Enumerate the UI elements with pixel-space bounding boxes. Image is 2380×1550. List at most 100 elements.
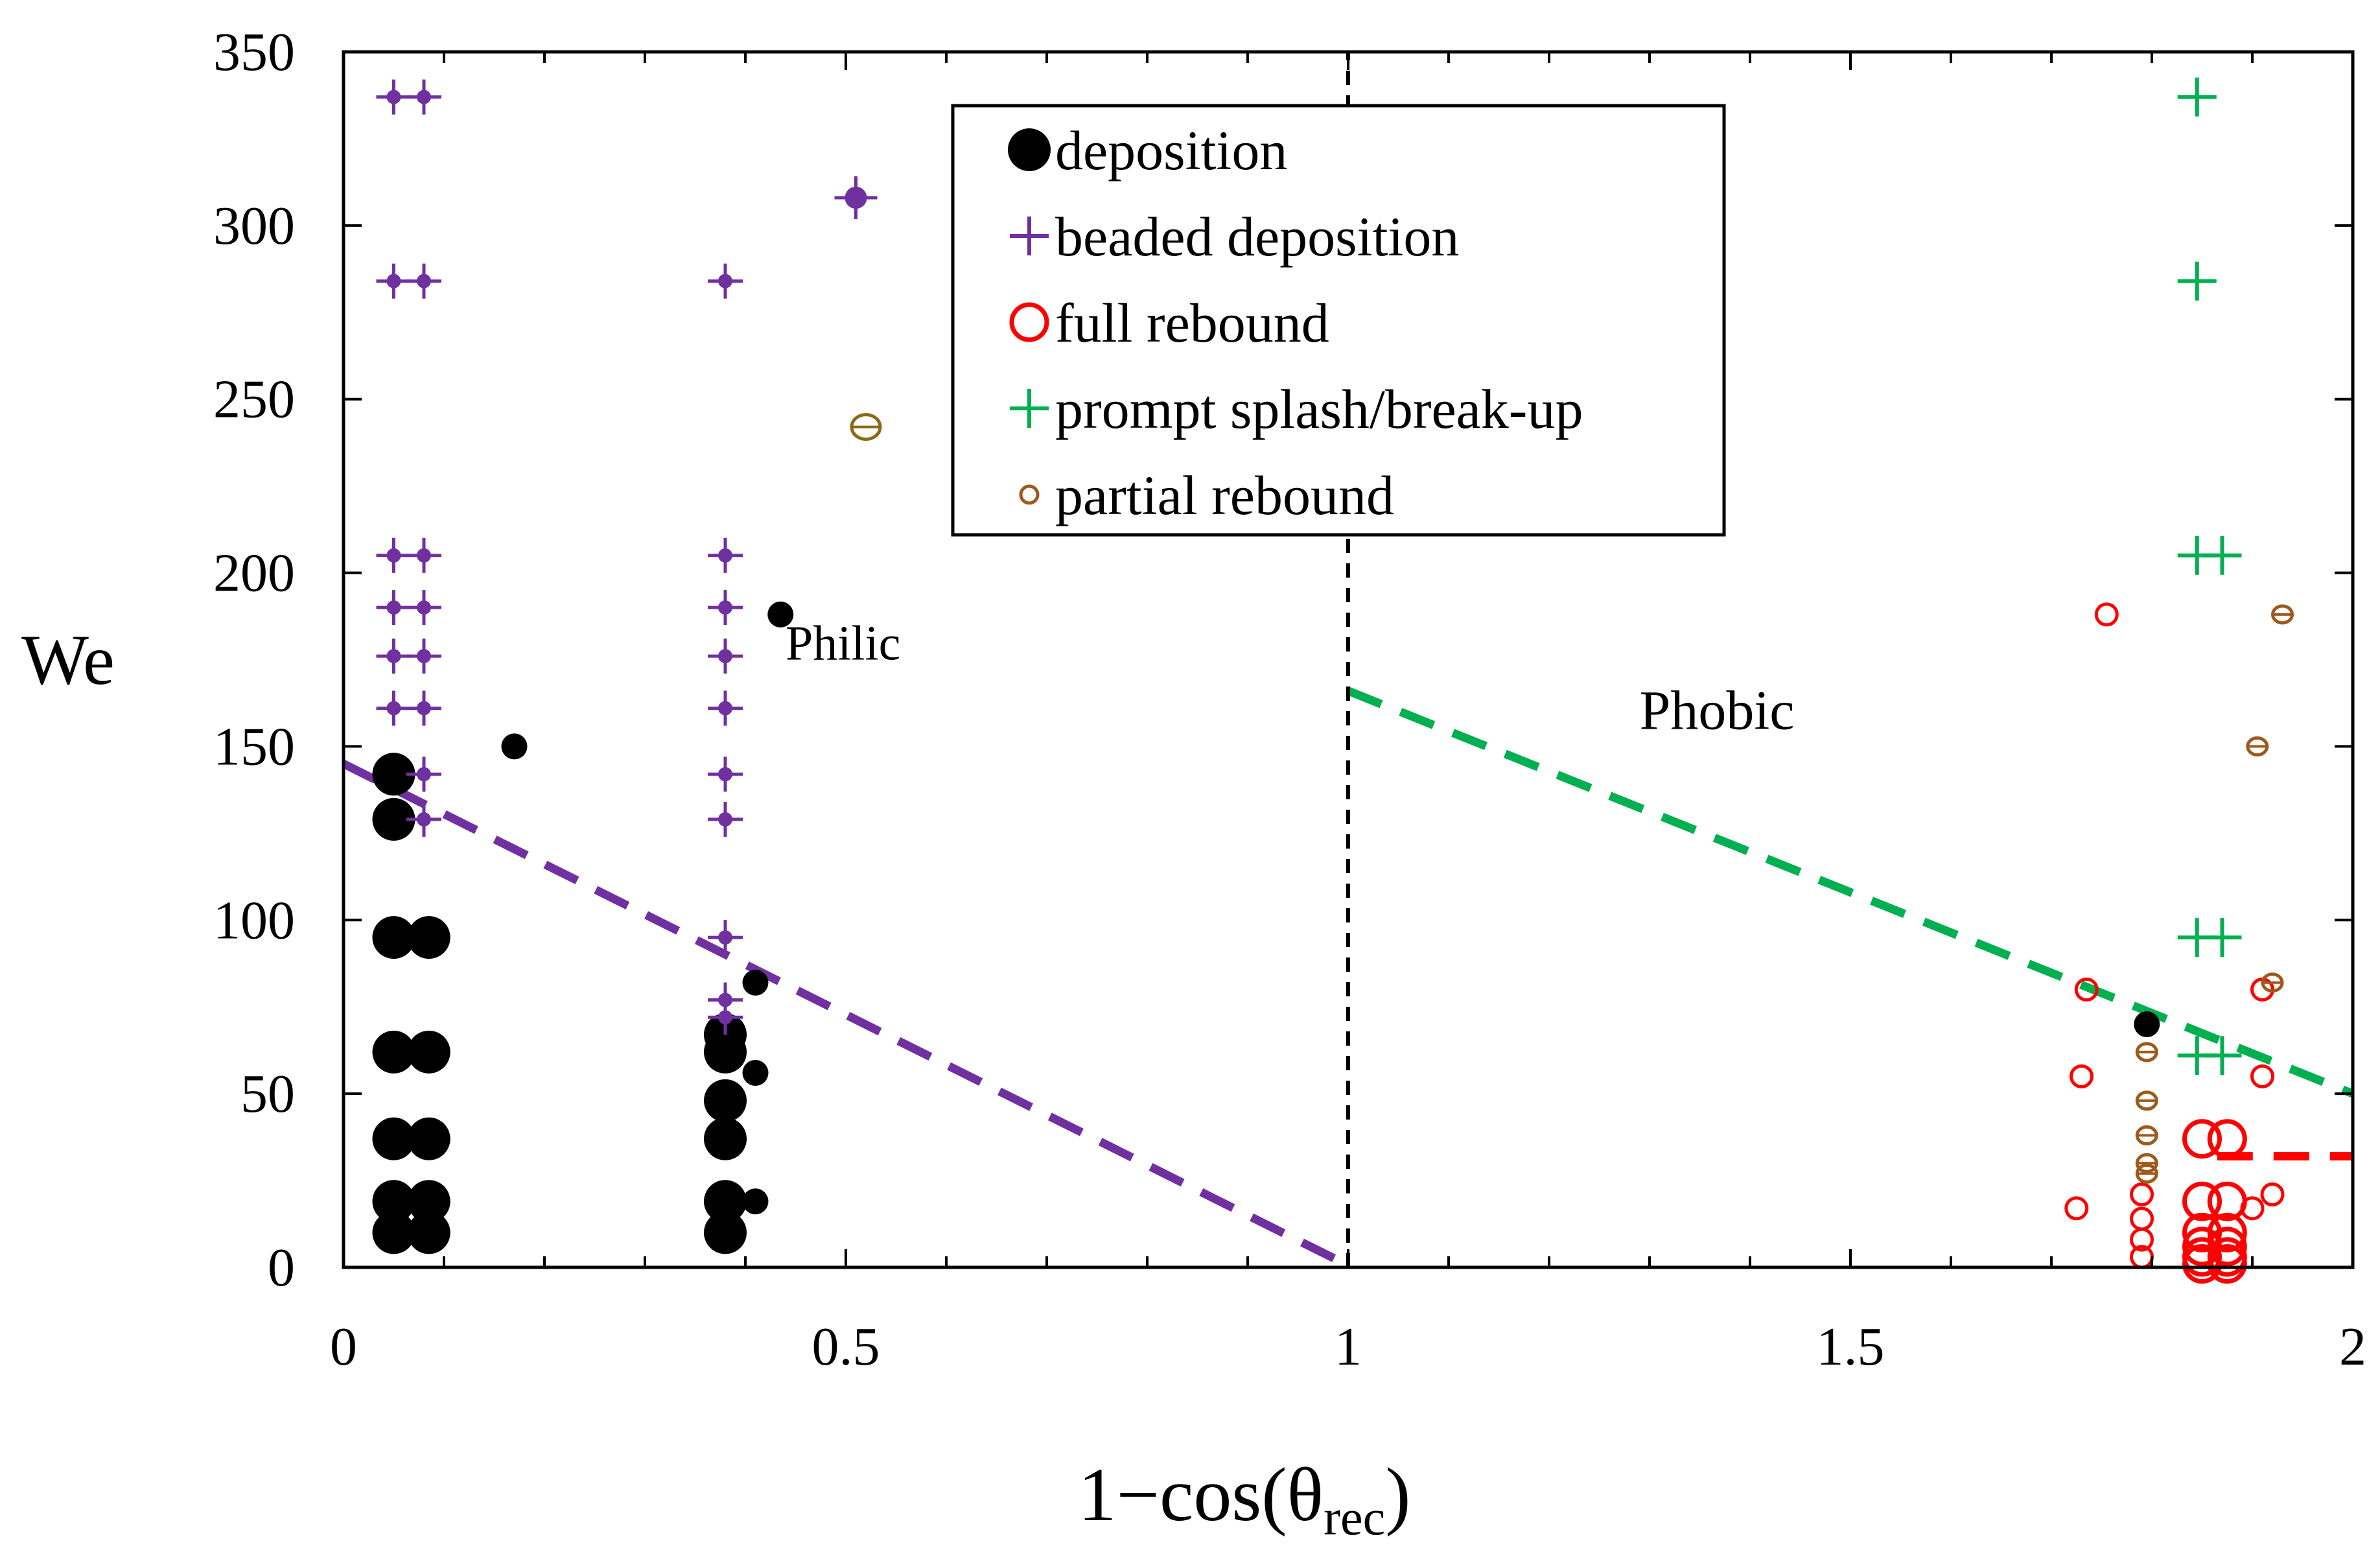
legend-label-full-rebound: full rebound: [1055, 292, 1329, 354]
data-point-1-24-dot: [845, 187, 867, 209]
data-point-2-21: [2250, 1064, 2274, 1088]
data-point-2-5: [2130, 1206, 2154, 1231]
data-point-1-2-dot: [386, 274, 401, 288]
data-point-0-23: [2134, 1011, 2160, 1037]
data-point-2-2: [2070, 1064, 2094, 1088]
data-point-0-3-shape: [372, 1030, 415, 1074]
legend-box: [951, 104, 1726, 537]
data-point-2-10: [2182, 1181, 2222, 1221]
series-3: [2177, 77, 2242, 1075]
data-point-1-1-dot: [417, 89, 431, 104]
data-point-2-1: [2074, 977, 2099, 1002]
y-tick-label-1: 50: [240, 1064, 295, 1124]
y-axis-label: We: [21, 620, 115, 699]
data-point-0-22-shape: [767, 601, 794, 628]
x-tick-label-1: 0.5: [812, 1317, 880, 1377]
data-point-2-4-shape: [2130, 1182, 2154, 1206]
data-point-0-1: [372, 797, 415, 841]
data-point-0-6-shape: [372, 1211, 415, 1254]
legend-label-beaded-deposition: beaded deposition: [1055, 205, 1459, 268]
y-tick-label-3: 150: [213, 716, 295, 777]
data-point-1-8-dot: [386, 649, 401, 664]
data-point-0-9: [407, 1117, 450, 1160]
legend-label-deposition: deposition: [1055, 119, 1287, 182]
data-point-1-15-dot: [718, 548, 732, 563]
data-point-0-14-shape: [704, 1030, 747, 1074]
data-point-0-9-shape: [407, 1117, 450, 1160]
data-point-1-23: [708, 1000, 743, 1035]
x-axis-label-subscript: rec: [1324, 1489, 1385, 1545]
y-tick-label-2: 100: [213, 890, 295, 950]
data-point-2-6-shape: [2130, 1227, 2154, 1252]
y-tick-label-7: 350: [213, 22, 295, 82]
data-point-0-12: [501, 733, 528, 760]
data-point-1-5-dot: [417, 548, 431, 563]
data-point-0-15: [704, 1079, 747, 1122]
legend-marker-beaded-deposition: [1010, 217, 1049, 255]
data-point-1-4-dot: [386, 548, 401, 563]
data-point-1-19-dot: [718, 767, 732, 782]
data-point-1-6: [376, 590, 412, 626]
data-point-1-14: [708, 263, 743, 299]
data-point-0-2-shape: [372, 916, 415, 959]
data-point-0-23-shape: [2134, 1011, 2160, 1037]
x-tick-label-0: 0: [330, 1317, 357, 1377]
legend: deposition beaded deposition full rebound p…: [951, 104, 1726, 537]
data-point-1-11-dot: [417, 701, 431, 716]
data-point-0-12-shape: [501, 733, 528, 760]
data-point-4-3: [2135, 1153, 2158, 1173]
data-point-2-9: [2207, 1119, 2247, 1159]
data-point-0-5: [372, 1180, 415, 1223]
data-point-2-10-shape: [2182, 1181, 2222, 1221]
data-point-1-18-dot: [718, 701, 732, 716]
data-point-1-21-dot: [718, 930, 732, 945]
data-point-0-1-shape: [372, 797, 415, 841]
data-point-1-15: [708, 537, 743, 573]
data-point-1-24: [834, 176, 878, 219]
series-2: [2064, 602, 2285, 1284]
data-point-3-0: [2177, 77, 2217, 117]
data-point-1-18: [708, 690, 743, 726]
data-point-2-19: [2207, 1244, 2247, 1284]
data-point-2-1-shape: [2074, 977, 2099, 1002]
x-axis-label-main: 1−cos(θ: [1078, 1452, 1324, 1537]
data-point-1-5: [406, 537, 441, 573]
series-4: [850, 413, 2294, 1184]
data-point-0-22: [767, 601, 794, 628]
data-point-3-7: [2202, 1036, 2242, 1075]
data-point-0-17: [704, 1180, 747, 1223]
data-point-2-22: [2260, 1182, 2285, 1206]
legend-marker-prompt-splash-break-up: [1010, 389, 1049, 428]
data-point-0-18-shape: [704, 1211, 747, 1254]
data-point-4-1: [2135, 1090, 2158, 1111]
x-axis-label-close: ): [1385, 1452, 1410, 1537]
data-point-1-13: [406, 801, 441, 837]
data-point-1-13-dot: [417, 812, 431, 827]
data-point-1-16: [708, 590, 743, 626]
data-point-1-17-dot: [718, 649, 732, 664]
data-point-2-9-shape: [2207, 1119, 2247, 1159]
data-point-2-2-shape: [2070, 1064, 2094, 1088]
data-point-2-8-shape: [2182, 1119, 2222, 1159]
data-point-0-19-shape: [742, 969, 769, 996]
data-point-0-15-shape: [704, 1079, 747, 1122]
plot-marks: Philic Phobic: [342, 52, 2355, 1284]
data-point-0-16-shape: [704, 1117, 747, 1160]
data-point-0-2: [372, 916, 415, 959]
data-point-1-11: [406, 690, 441, 726]
data-point-0-8: [407, 1030, 450, 1074]
data-point-1-0-dot: [386, 89, 401, 104]
data-point-0-10: [407, 1180, 450, 1223]
data-point-0-21: [742, 1188, 769, 1215]
data-point-1-7-dot: [417, 600, 431, 615]
annotation-philic: Philic: [786, 616, 900, 671]
data-point-0-11: [407, 1211, 450, 1254]
legend-marker-deposition-shape: [1008, 128, 1051, 171]
data-point-2-5-shape: [2130, 1206, 2154, 1231]
data-point-4-6: [2271, 604, 2294, 625]
data-point-1-9: [406, 639, 441, 674]
y-tick-label-6: 300: [213, 196, 295, 256]
data-point-1-19: [708, 757, 743, 792]
data-point-1-20: [708, 801, 743, 837]
